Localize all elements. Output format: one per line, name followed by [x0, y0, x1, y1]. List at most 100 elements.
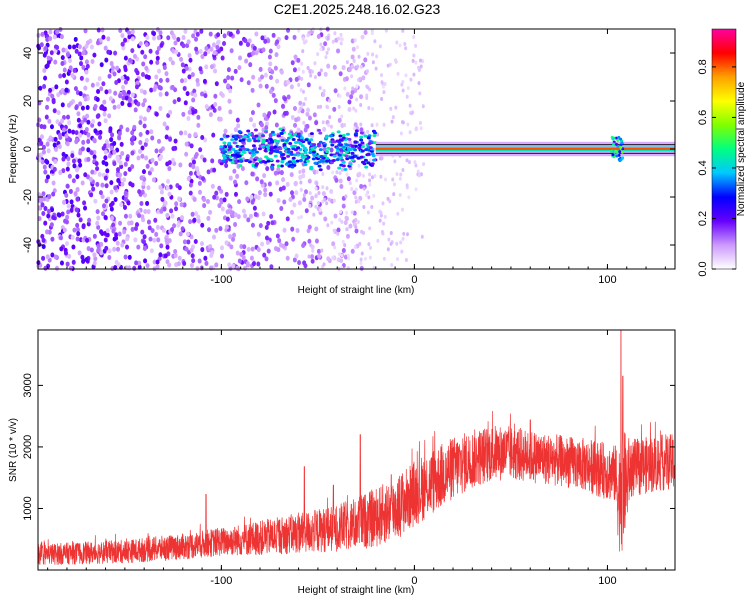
- noise-blob: [139, 88, 144, 94]
- noise-blob: [107, 113, 112, 119]
- band-blob: [246, 139, 251, 143]
- noise-blob: [39, 42, 44, 48]
- noise-blob: [326, 256, 331, 262]
- band-blob: [319, 158, 324, 162]
- noise-blob: [338, 94, 342, 99]
- noise-blob: [110, 65, 115, 71]
- noise-blob: [92, 138, 97, 144]
- noise-blob: [109, 137, 114, 143]
- noise-blob: [172, 223, 177, 229]
- noise-blob: [382, 122, 386, 127]
- band-blob: [350, 151, 355, 155]
- noise-blob: [137, 189, 142, 195]
- noise-blob: [320, 143, 324, 148]
- noise-blob: [164, 91, 169, 97]
- band-blob: [280, 138, 285, 142]
- noise-blob: [421, 104, 425, 109]
- noise-blob: [376, 238, 380, 243]
- noise-blob: [382, 90, 386, 95]
- noise-blob: [268, 132, 273, 138]
- noise-blob: [197, 258, 202, 264]
- band-blob: [329, 153, 334, 157]
- noise-blob: [79, 55, 84, 61]
- noise-blob: [54, 265, 59, 271]
- noise-blob: [74, 167, 79, 173]
- noise-blob: [83, 117, 88, 123]
- noise-blob: [220, 245, 225, 251]
- noise-blob: [117, 231, 122, 237]
- noise-blob: [314, 120, 319, 126]
- noise-blob: [244, 58, 249, 64]
- noise-blob: [66, 102, 71, 108]
- spectrogram-heatmap: [36, 26, 675, 272]
- band-blob: [373, 131, 378, 135]
- band-blob: [285, 139, 290, 143]
- band-blob: [238, 134, 243, 138]
- noise-blob: [76, 111, 81, 117]
- noise-blob: [247, 52, 252, 58]
- noise-blob: [185, 91, 190, 97]
- noise-blob: [51, 99, 56, 105]
- noise-blob: [82, 200, 87, 206]
- band-blob: [292, 161, 297, 165]
- noise-blob: [259, 179, 264, 185]
- noise-blob: [104, 89, 109, 95]
- noise-blob: [241, 255, 246, 261]
- noise-blob: [338, 171, 342, 176]
- band-blob: [338, 134, 343, 138]
- noise-blob: [118, 220, 123, 226]
- band-blob: [231, 147, 236, 151]
- noise-blob: [142, 98, 147, 104]
- noise-blob: [180, 226, 185, 232]
- noise-blob: [136, 244, 141, 250]
- band-blob: [325, 150, 330, 154]
- band-blob: [238, 164, 243, 168]
- noise-blob: [41, 255, 46, 261]
- noise-blob: [321, 172, 325, 177]
- noise-blob: [366, 210, 370, 215]
- noise-blob: [360, 251, 364, 256]
- noise-blob: [178, 231, 183, 237]
- noise-blob: [154, 231, 159, 237]
- noise-blob: [68, 265, 73, 271]
- noise-blob: [157, 68, 162, 74]
- noise-blob: [233, 179, 238, 185]
- noise-blob: [204, 104, 209, 110]
- noise-blob: [120, 242, 125, 248]
- spectrogram-axes: -100 0 100 -40 -20 0 20 40: [22, 29, 675, 286]
- noise-blob: [345, 172, 349, 177]
- noise-blob: [399, 172, 403, 177]
- noise-blob: [316, 248, 321, 254]
- noise-blob: [192, 88, 197, 94]
- noise-blob: [352, 126, 356, 131]
- noise-blob: [41, 191, 46, 197]
- noise-blob: [315, 169, 319, 174]
- noise-blob: [399, 240, 403, 245]
- band-blob: [254, 163, 259, 167]
- noise-blob: [194, 211, 199, 217]
- noise-blob: [93, 198, 98, 204]
- noise-blob: [344, 215, 348, 220]
- band-blob: [337, 153, 342, 157]
- noise-blob: [46, 263, 51, 269]
- noise-blob: [394, 105, 398, 110]
- noise-blob: [417, 81, 421, 86]
- noise-blob: [393, 159, 397, 164]
- x-tick-label: 0: [411, 274, 417, 286]
- noise-blob: [365, 95, 369, 100]
- noise-blob: [372, 193, 376, 198]
- noise-blob: [328, 98, 332, 103]
- noise-blob: [299, 88, 303, 93]
- noise-blob: [104, 57, 109, 63]
- noise-blob: [96, 27, 101, 33]
- band-blob: [347, 148, 352, 152]
- noise-blob: [350, 248, 355, 254]
- y-tick-label: 20: [22, 95, 34, 107]
- noise-blob: [74, 105, 79, 111]
- noise-blob: [320, 248, 324, 253]
- noise-blob: [100, 27, 105, 33]
- noise-blob: [196, 170, 201, 176]
- noise-blob: [105, 228, 110, 234]
- noise-blob: [67, 120, 72, 126]
- noise-blob: [149, 87, 154, 93]
